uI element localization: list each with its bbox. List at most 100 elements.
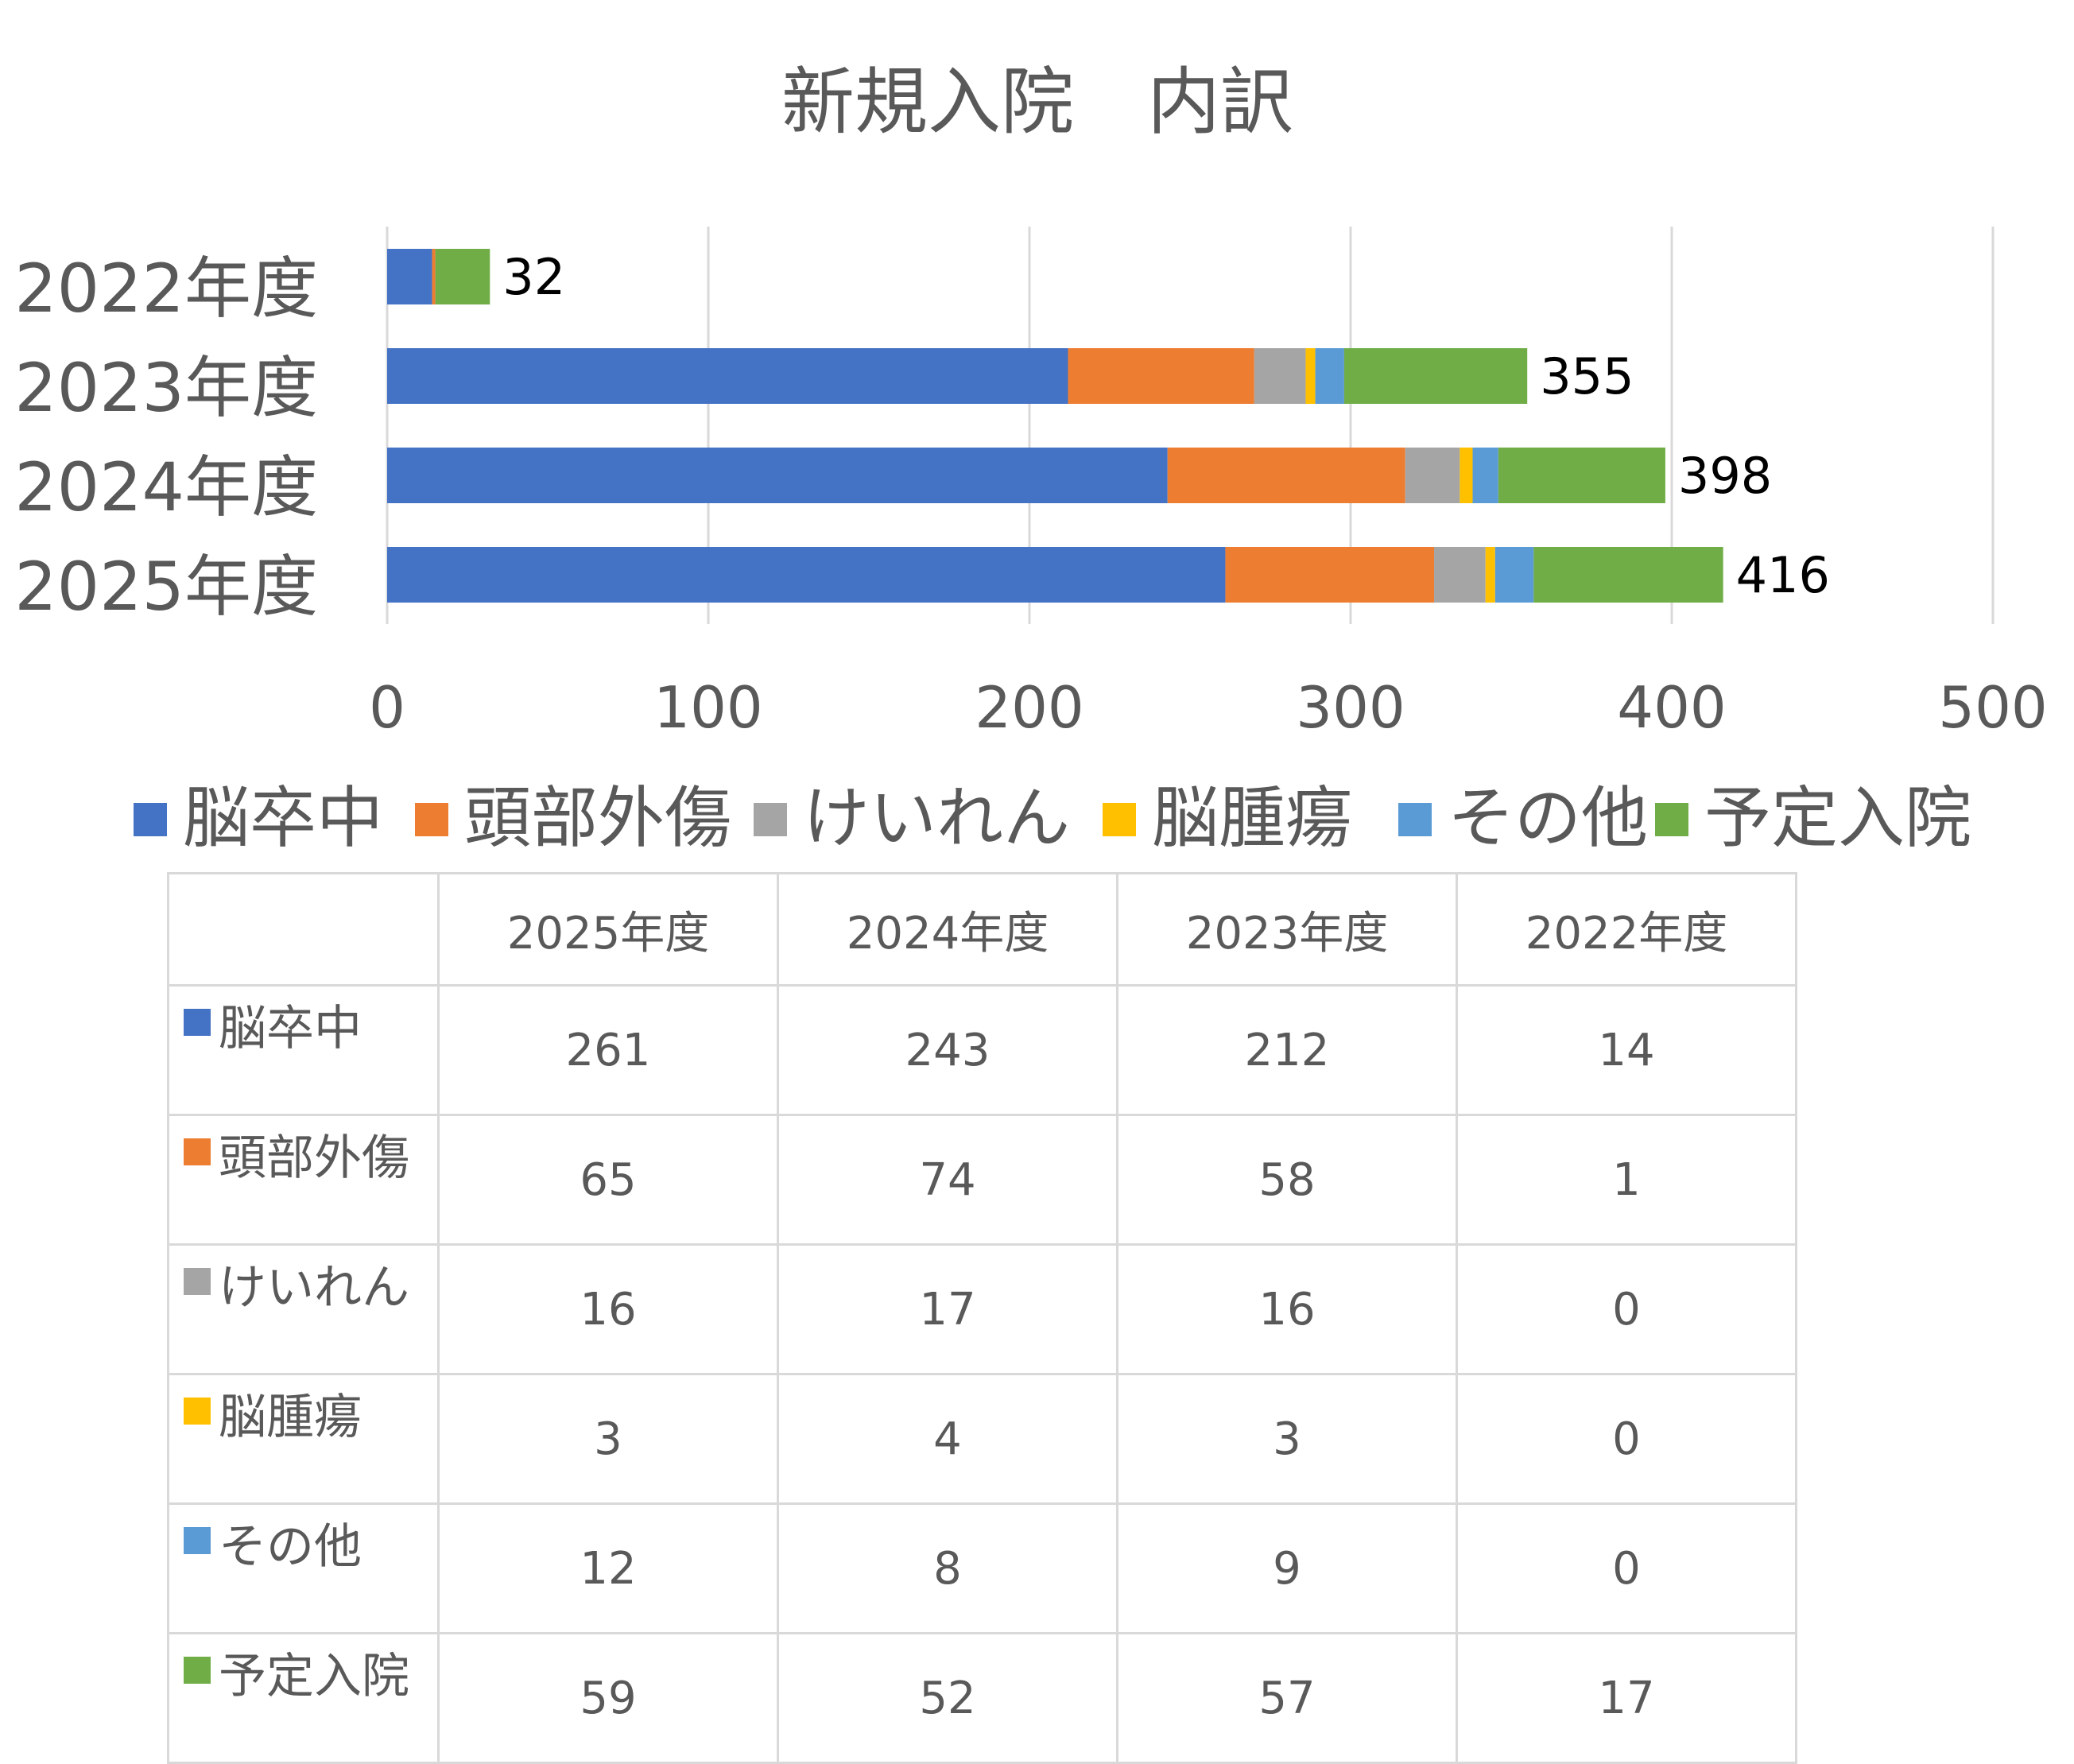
bar-segment — [387, 249, 432, 304]
table-cell: 58 — [1116, 1114, 1458, 1246]
bar-segment — [1460, 448, 1473, 503]
table-cell: 57 — [1116, 1632, 1458, 1764]
table-cell: 0 — [1456, 1243, 1797, 1375]
table-legend-swatch — [184, 1398, 211, 1425]
bar-segment — [1494, 547, 1534, 603]
table-cell: 0 — [1456, 1373, 1797, 1505]
bar-segment — [1472, 448, 1498, 503]
category-label: 2024年度 — [14, 448, 318, 526]
bar-segment — [1068, 348, 1254, 404]
total-label: 355 — [1540, 347, 1634, 405]
table-row-label: その他 — [219, 1519, 362, 1575]
legend-label: その他 — [1448, 779, 1648, 857]
table-row-header: 予定入院 — [167, 1632, 440, 1764]
bar-segments — [387, 249, 1723, 603]
legend-swatch — [754, 803, 787, 836]
bar-segment — [432, 249, 436, 304]
table-legend-swatch — [184, 1138, 211, 1165]
table-col-header: 2023年度 — [1116, 872, 1458, 987]
table-row: 脳腫瘍 3 4 3 0 — [167, 1373, 1797, 1505]
bar-segment — [387, 547, 1226, 603]
bar-segment — [387, 448, 1168, 503]
table-col-header: 2025年度 — [437, 872, 779, 987]
bar-segment — [1225, 547, 1435, 603]
table-cell: 14 — [1456, 984, 1797, 1116]
legend-item: けいれん — [754, 779, 1070, 857]
table-row: 予定入院 59 52 57 17 — [167, 1632, 1797, 1764]
table-cell: 4 — [777, 1373, 1118, 1505]
bar-segment — [1254, 348, 1306, 404]
table-col-header: 2022年度 — [1456, 872, 1797, 987]
bar-segment — [387, 348, 1068, 404]
table-row-header: 頭部外傷 — [167, 1114, 440, 1246]
category-label: 2023年度 — [14, 349, 318, 427]
category-labels: 2022年度 2023年度 2024年度 2025年度 — [14, 250, 318, 626]
legend-item: その他 — [1398, 779, 1648, 857]
stacked-bar-chart: 新規入院 内訳 2022年度 2023年度 2024年度 2025年度 0 100 200… — [14, 60, 2048, 857]
legend-swatch — [134, 803, 167, 836]
table-legend-swatch — [184, 1527, 211, 1554]
bar-segment — [1498, 448, 1665, 503]
table-legend-swatch — [184, 1657, 211, 1684]
bar-segment — [1434, 547, 1486, 603]
table-cell: 16 — [1116, 1243, 1458, 1375]
table-cell: 261 — [437, 984, 779, 1116]
table-cell: 212 — [1116, 984, 1458, 1116]
legend-label: けいれん — [803, 779, 1070, 857]
table-cell: 3 — [1116, 1373, 1458, 1505]
category-label: 2025年度 — [14, 548, 318, 626]
legend-swatch — [1398, 803, 1432, 836]
table-cell: 243 — [777, 984, 1118, 1116]
table-row-label: 予定入院 — [219, 1649, 409, 1704]
table-cell: 17 — [777, 1243, 1118, 1375]
table-row-header: 脳腫瘍 — [167, 1373, 440, 1505]
x-tick-label: 400 — [1617, 674, 1726, 741]
bar-segment — [1405, 448, 1460, 503]
legend-label: 脳腫瘍 — [1152, 779, 1352, 857]
table-legend-swatch — [184, 1268, 211, 1295]
table-cell: 17 — [1456, 1632, 1797, 1764]
table-cell: 0 — [1456, 1502, 1797, 1634]
legend-item: 脳腫瘍 — [1103, 779, 1352, 857]
legend-swatch — [415, 803, 448, 836]
table-row-header: その他 — [167, 1502, 440, 1634]
bar-segment — [1343, 348, 1528, 404]
legend: 脳卒中 頭部外傷 けいれん 脳腫瘍 その他 予定入院 — [134, 779, 1971, 857]
table-row: 脳卒中 261 243 212 14 — [167, 984, 1797, 1116]
legend-swatch — [1655, 803, 1688, 836]
table-cell: 59 — [437, 1632, 779, 1764]
table-row-label: けいれん — [219, 1260, 409, 1316]
legend-label: 頭部外傷 — [464, 779, 731, 857]
x-tick-label: 100 — [653, 674, 762, 741]
legend-label: 脳卒中 — [183, 779, 383, 857]
table-row-header: 脳卒中 — [167, 984, 440, 1116]
bar-segment — [1305, 348, 1316, 404]
table-col-header: 2024年度 — [777, 872, 1118, 987]
table-legend-swatch — [184, 1009, 211, 1036]
table-row: その他 12 8 9 0 — [167, 1502, 1797, 1634]
legend-item: 予定入院 — [1655, 779, 1971, 857]
x-tick-label: 300 — [1296, 674, 1405, 741]
legend-swatch — [1103, 803, 1136, 836]
table-row: 頭部外傷 65 74 58 1 — [167, 1114, 1797, 1246]
table-row-label: 脳腫瘍 — [219, 1390, 362, 1445]
x-tick-label: 200 — [975, 674, 1084, 741]
table-cell: 65 — [437, 1114, 779, 1246]
bar-segment — [1533, 547, 1723, 603]
bar-segment — [435, 249, 490, 304]
table-cell: 52 — [777, 1632, 1118, 1764]
data-table: 2025年度 2024年度 2023年度 2022年度 脳卒中 261 243 212… — [167, 872, 1797, 1764]
table-cell: 74 — [777, 1114, 1118, 1246]
table-cell: 8 — [777, 1502, 1118, 1634]
bar-segment — [1485, 547, 1495, 603]
total-label: 398 — [1678, 447, 1772, 505]
chart-title: 新規入院 内訳 — [781, 60, 1293, 145]
x-tick-labels: 0 100 200 300 400 500 — [369, 674, 2048, 741]
table-cell: 1 — [1456, 1114, 1797, 1246]
bar-segment — [1167, 448, 1405, 503]
legend-item: 頭部外傷 — [415, 779, 731, 857]
legend-item: 脳卒中 — [134, 779, 383, 857]
table-cell: 12 — [437, 1502, 779, 1634]
table-cell: 3 — [437, 1373, 779, 1505]
total-labels: 32 355 398 416 — [502, 248, 1830, 604]
